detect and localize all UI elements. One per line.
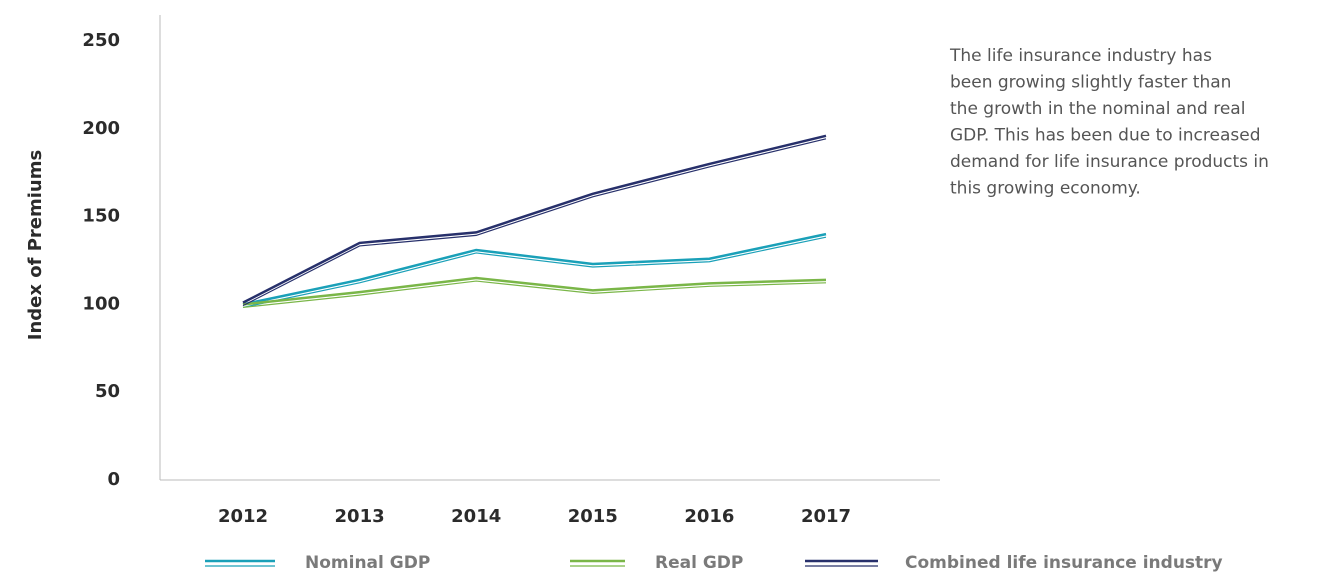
- x-tick-label: 2015: [568, 506, 618, 527]
- y-tick-label: 150: [82, 206, 120, 227]
- y-axis-title: Index of Premiums: [25, 150, 46, 340]
- annotation-line: the growth in the nominal and real: [950, 99, 1245, 119]
- annotation-line: GDP. This has been due to increased: [950, 126, 1261, 146]
- y-tick-label: 200: [82, 118, 120, 139]
- y-tick-label: 0: [107, 469, 120, 490]
- annotation-line: The life insurance industry has: [949, 46, 1212, 66]
- x-tick-label: 2012: [218, 506, 268, 527]
- x-tick-label: 2016: [684, 506, 734, 527]
- legend-label: Combined life insurance industry: [905, 553, 1223, 573]
- x-tick-label: 2017: [801, 506, 851, 527]
- annotation-line: demand for life insurance products in: [950, 152, 1269, 172]
- annotation-line: been growing slightly faster than: [950, 73, 1231, 93]
- y-tick-label: 250: [82, 30, 120, 51]
- series-line-shadow: [242, 280, 827, 308]
- series-line: [242, 134, 827, 304]
- y-tick-label: 100: [82, 293, 120, 314]
- x-tick-label: 2014: [451, 506, 501, 527]
- x-tick-label: 2013: [335, 506, 385, 527]
- series-line: [242, 276, 827, 306]
- annotation-line: this growing economy.: [950, 179, 1141, 199]
- legend-label: Nominal GDP: [305, 553, 430, 573]
- series-line-shadow: [242, 138, 827, 307]
- legend-label: Real GDP: [655, 553, 743, 573]
- series-line: [242, 232, 827, 306]
- y-tick-label: 50: [95, 381, 120, 402]
- series-line-shadow: [242, 236, 827, 308]
